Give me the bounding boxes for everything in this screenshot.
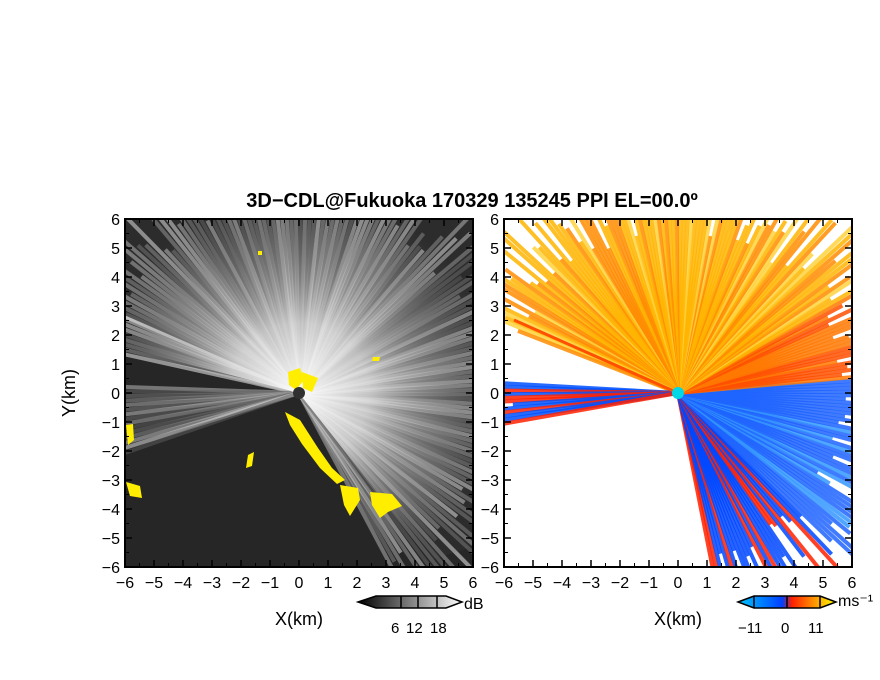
y-tick-label: −5 [102, 531, 120, 548]
y-tick-label: 1 [490, 357, 499, 374]
snr-y-axis-label: Y(km) [59, 369, 79, 417]
y-tick-label: −3 [102, 473, 120, 490]
snr-colorbar-tick: 6 [391, 620, 399, 637]
radar-site-marker [672, 387, 684, 399]
x-tick-label: 0 [295, 575, 304, 592]
y-tick-label: −6 [481, 560, 499, 577]
y-tick-label: −6 [102, 560, 120, 577]
x-tick-label: 5 [440, 575, 449, 592]
x-tick-label: 6 [848, 575, 857, 592]
x-tick-label: 4 [790, 575, 799, 592]
y-tick-label: 6 [111, 212, 120, 229]
x-tick-label: 3 [761, 575, 770, 592]
snr-x-axis-label: X(km) [275, 609, 323, 629]
y-tick-label: 6 [490, 212, 499, 229]
y-tick-label: 5 [490, 241, 499, 258]
y-tick-label: 1 [111, 357, 120, 374]
y-tick-label: 0 [490, 386, 499, 403]
figure-title: 3D−CDL@Fukuoka 170329 135245 PPI EL=00.0… [246, 190, 698, 212]
y-tick-label: 2 [111, 328, 120, 345]
x-tick-label: −6 [495, 575, 513, 592]
velocity-panel: −6 −5 −4 −3 −2 −1 0 1 2 3 4 5 6 −6 −5 −4 −3 −2 −1 0 1 2 3 4 5 6 X… [481, 212, 873, 637]
x-tick-label: −5 [145, 575, 163, 592]
y-tick-label: −2 [102, 444, 120, 461]
y-tick-label: 0 [111, 386, 120, 403]
velocity-colorbar [735, 595, 839, 609]
x-tick-label: −4 [553, 575, 571, 592]
x-tick-label: −1 [261, 575, 279, 592]
velocity-rays [504, 219, 852, 567]
x-tick-label: −2 [611, 575, 629, 592]
x-tick-label: 2 [732, 575, 741, 592]
y-tick-label: 5 [111, 241, 120, 258]
velocity-axes: −6 −5 −4 −3 −2 −1 0 1 2 3 4 5 6 −6 −5 −4 −3 −2 −1 0 1 2 3 4 5 6 [481, 212, 857, 592]
y-tick-label: 4 [111, 270, 120, 287]
x-tick-label: 6 [469, 575, 478, 592]
y-tick-label: −2 [481, 444, 499, 461]
snr-colorbar [355, 595, 465, 609]
y-tick-label: −3 [481, 473, 499, 490]
x-tick-label: −3 [203, 575, 221, 592]
x-tick-label: 1 [324, 575, 333, 592]
radar-site-marker [293, 387, 305, 399]
x-tick-label: 5 [819, 575, 828, 592]
x-tick-label: −6 [116, 575, 134, 592]
x-tick-label: −3 [582, 575, 600, 592]
y-tick-label: −4 [102, 502, 120, 519]
y-tick-label: −1 [102, 415, 120, 432]
y-tick-label: −1 [481, 415, 499, 432]
x-tick-label: −5 [524, 575, 542, 592]
velocity-x-axis-label: X(km) [654, 609, 702, 629]
y-tick-label: 3 [490, 299, 499, 316]
snr-axes: −6 −5 −4 −3 −2 −1 0 1 2 3 4 5 6 −6 −5 −4 −3 −2 −1 0 1 2 3 4 5 6 [102, 212, 478, 592]
velocity-colorbar-unit: ms⁻¹ [838, 593, 873, 610]
x-tick-label: −2 [232, 575, 250, 592]
y-tick-label: 4 [490, 270, 499, 287]
x-tick-label: 4 [411, 575, 420, 592]
y-tick-label: −4 [481, 502, 499, 519]
snr-colorbar-unit: dB [464, 596, 484, 613]
velocity-colorbar-tick: 0 [781, 620, 789, 637]
x-tick-label: 2 [353, 575, 362, 592]
y-tick-label: −5 [481, 531, 499, 548]
snr-colorbar-tick: 18 [430, 620, 447, 637]
y-tick-label: 3 [111, 299, 120, 316]
snr-colorbar-tick: 12 [406, 620, 423, 637]
x-tick-label: 0 [674, 575, 683, 592]
x-tick-label: 3 [382, 575, 391, 592]
y-tick-label: 2 [490, 328, 499, 345]
x-tick-label: −1 [640, 575, 658, 592]
velocity-colorbar-tick: 11 [808, 620, 824, 637]
x-tick-label: −4 [174, 575, 192, 592]
x-tick-label: 1 [703, 575, 712, 592]
velocity-colorbar-tick: −11 [738, 620, 762, 637]
snr-highlight-regions [126, 251, 402, 518]
